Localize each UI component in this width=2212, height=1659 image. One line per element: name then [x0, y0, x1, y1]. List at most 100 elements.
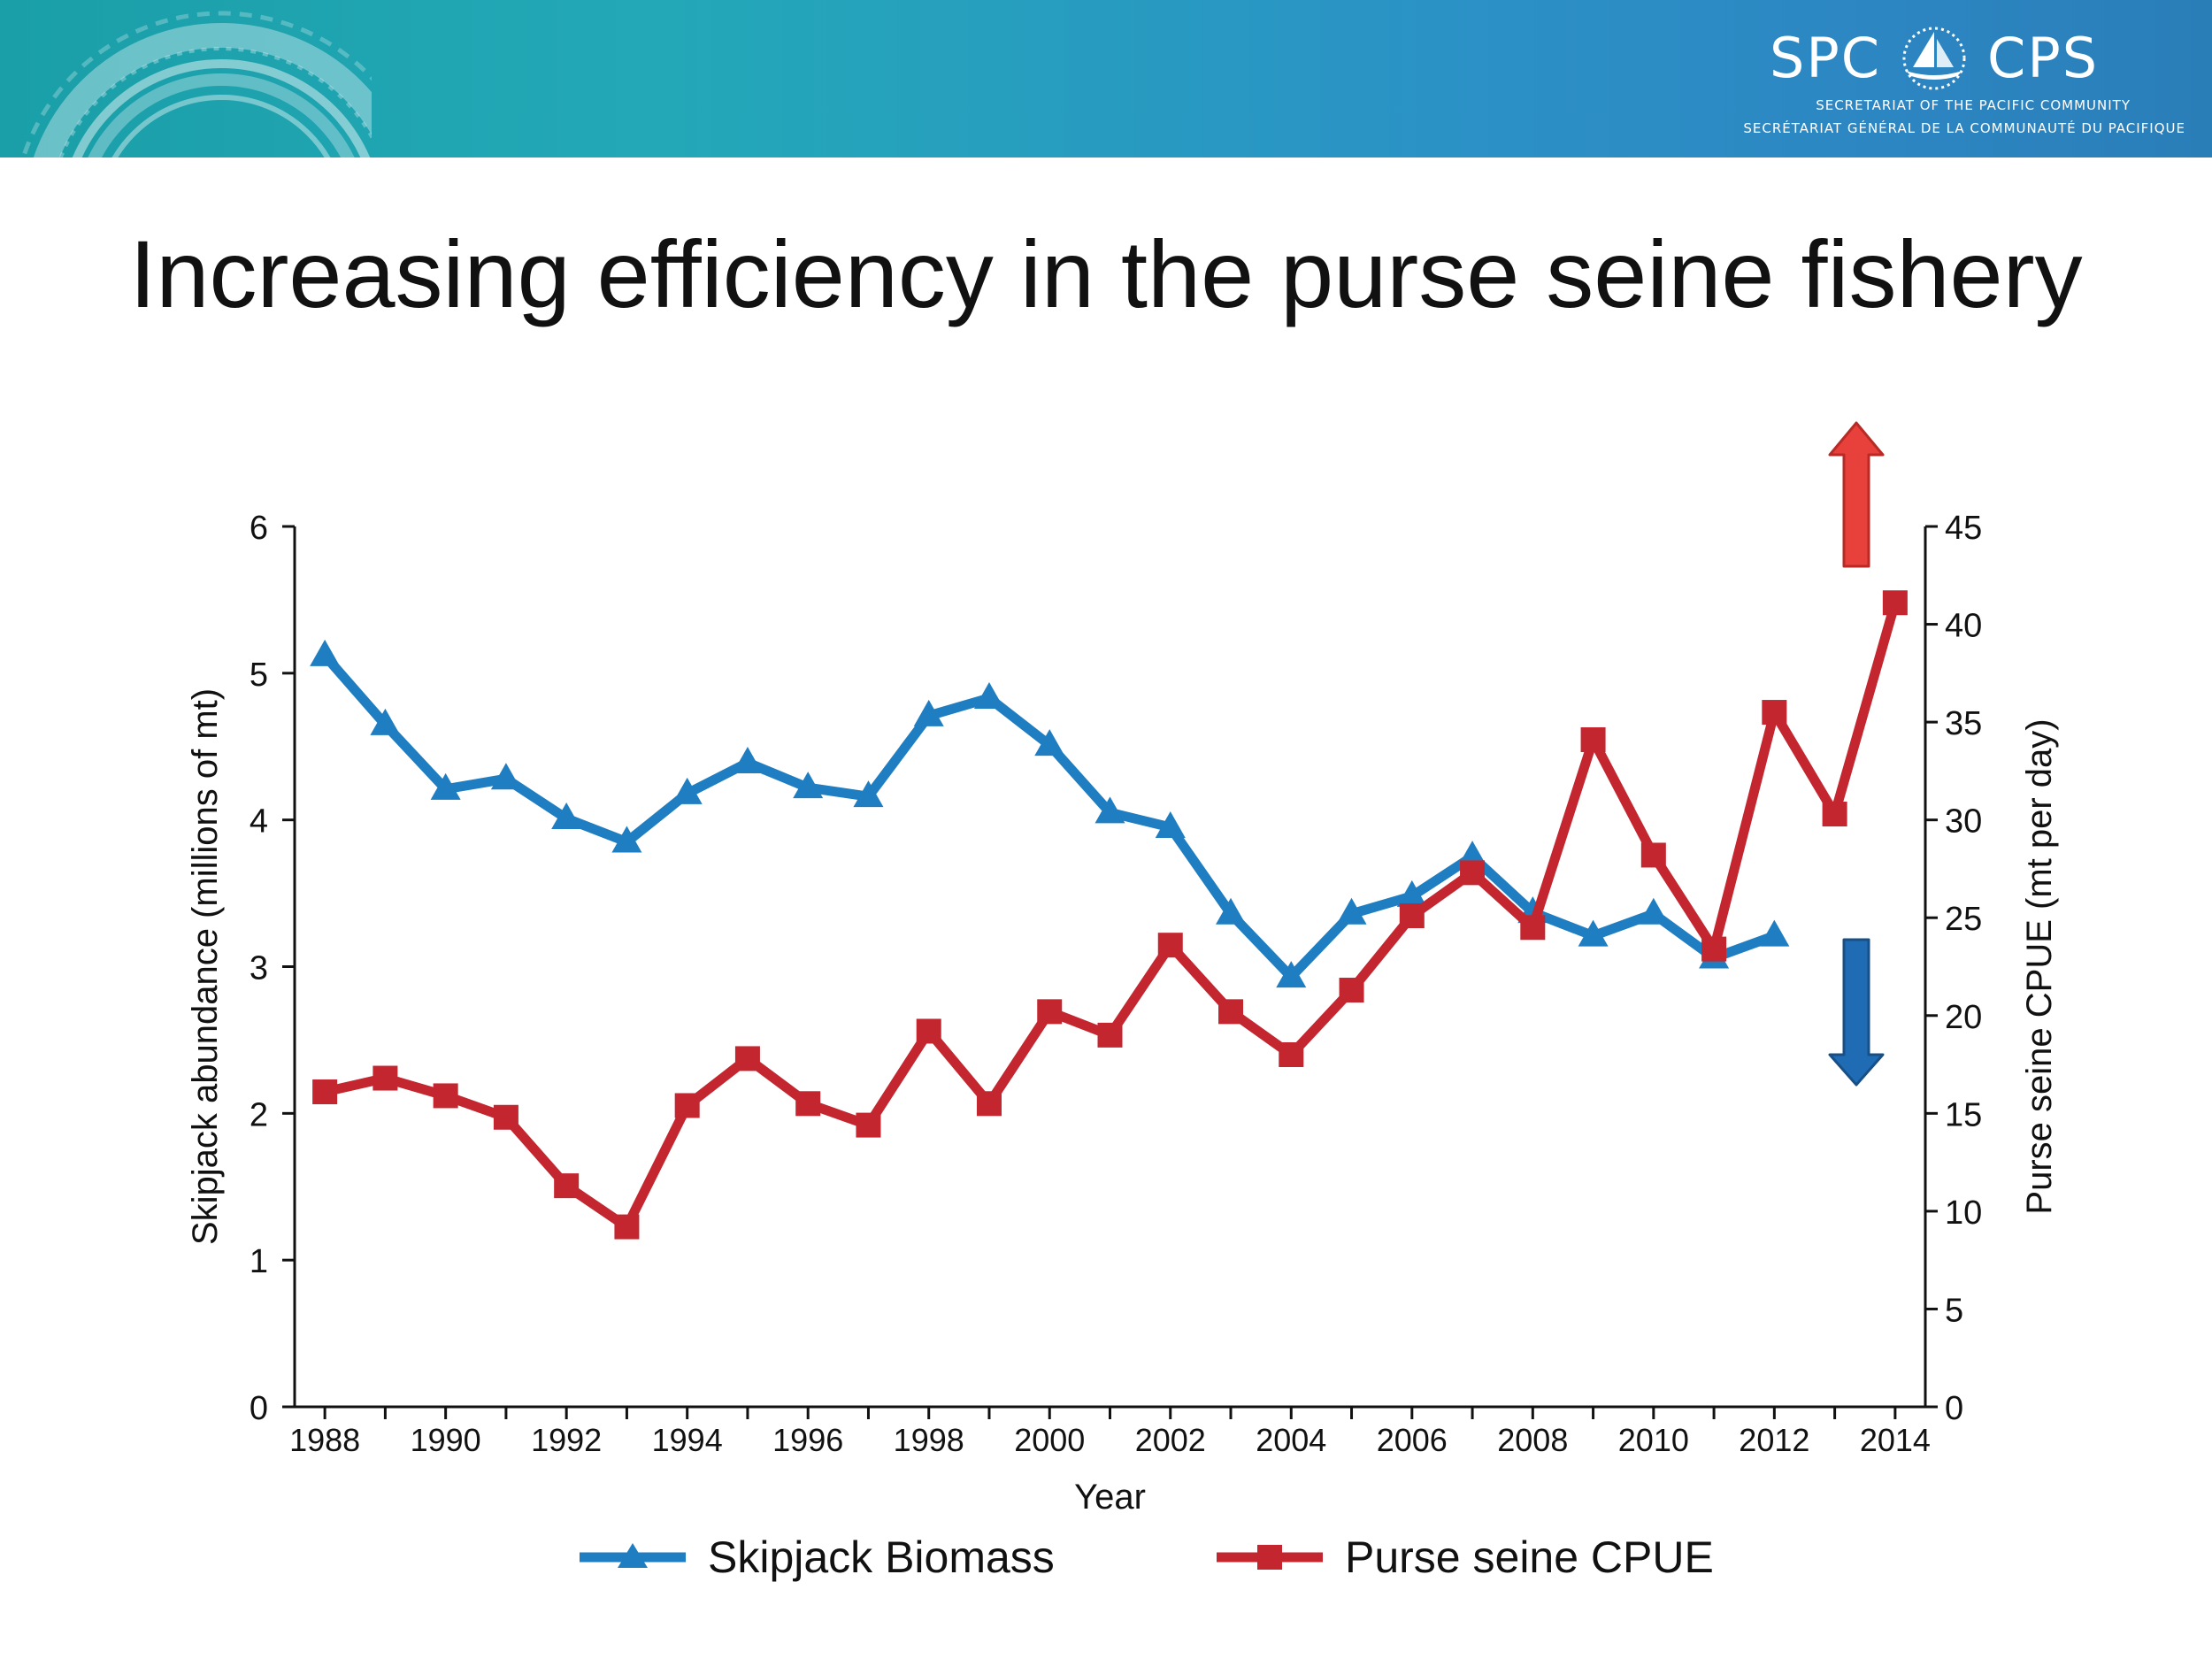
x-tick-label: 2012	[1739, 1422, 1809, 1458]
spc-cps-logo: SPC CPS Secretariat of the Pacific Commu…	[1743, 12, 2185, 145]
biomass-point	[1759, 919, 1790, 947]
biomass-point	[370, 708, 401, 735]
cpue-point	[614, 1214, 640, 1240]
biomass-point	[1155, 810, 1186, 838]
legend-item-skipjack-biomass: Skipjack Biomass	[575, 1531, 1055, 1584]
cpue-point	[493, 1104, 518, 1130]
biomass-point	[1034, 729, 1065, 757]
biomass-point	[1638, 897, 1669, 925]
biomass-point	[551, 803, 582, 830]
logo-english-name: Secretariat of the Pacific Community	[1816, 97, 2131, 113]
cpue-point	[1460, 860, 1486, 886]
y-right-tick-label: 0	[1945, 1390, 1963, 1427]
cpue-point	[1762, 700, 1787, 726]
biomass-point	[1216, 897, 1247, 925]
x-tick-label: 2000	[1014, 1422, 1085, 1458]
red-up-arrow-icon	[1828, 421, 1885, 568]
cpue-point	[373, 1065, 398, 1091]
biomass-point	[1276, 961, 1307, 988]
y-right-tick-label: 30	[1945, 803, 1982, 841]
x-tick-label: 2014	[1860, 1422, 1931, 1458]
cpue-point	[1882, 590, 1908, 616]
biomass-point	[732, 746, 763, 773]
cpue-point	[1218, 999, 1244, 1025]
biomass-point	[973, 682, 1004, 710]
logo-cps-text: CPS	[1987, 26, 2100, 90]
header-banner: SPC CPS Secretariat of the Pacific Commu…	[0, 0, 2212, 157]
y-left-tick-label: 6	[250, 510, 268, 547]
y-axis-right-title: Purse seine CPUE (mt per day)	[2020, 718, 2059, 1214]
cpue-point	[1399, 903, 1425, 929]
y-left-tick-label: 0	[250, 1390, 268, 1427]
x-tick-label: 1990	[411, 1422, 481, 1458]
cpue-point	[1339, 978, 1364, 1003]
y-right-tick-label: 35	[1945, 705, 1982, 742]
blue-down-arrow-icon	[1828, 938, 1885, 1087]
y-left-tick-label: 3	[250, 950, 268, 987]
y-left-tick-label: 1	[250, 1243, 268, 1280]
cpue-point	[433, 1083, 458, 1109]
y-right-tick-label: 25	[1945, 901, 1982, 938]
cpue-point	[312, 1079, 338, 1105]
x-tick-label: 2008	[1497, 1422, 1568, 1458]
cpue-point	[1037, 999, 1063, 1025]
x-tick-label: 1998	[894, 1422, 964, 1458]
y-right-tick-label: 40	[1945, 608, 1982, 645]
y-right-tick-label: 15	[1945, 1096, 1982, 1133]
legend-label-biomass: Skipjack Biomass	[708, 1532, 1055, 1582]
biomass-point	[611, 826, 642, 853]
cpue-point	[1097, 1022, 1123, 1048]
cpue-point	[916, 1018, 941, 1044]
cpue-point	[1640, 842, 1666, 868]
legend-symbol-biomass	[580, 1543, 686, 1568]
cpue-point	[976, 1091, 1002, 1117]
canoe-sail-emblem-icon	[1902, 27, 1966, 90]
cpue-point	[1520, 915, 1546, 941]
x-tick-label: 2006	[1377, 1422, 1448, 1458]
x-axis-title: Year	[1074, 1478, 1146, 1517]
legend-item-purse-seine-cpue: Purse seine CPUE	[1212, 1531, 1714, 1584]
cpue-point	[1701, 936, 1727, 962]
logo-french-name: Secrétariat général de la Communauté du …	[1743, 120, 2185, 136]
cpue-point	[734, 1046, 760, 1071]
biomass-point	[1396, 879, 1427, 907]
y-axis-left-title: Skipjack abundance (millions of mt)	[186, 688, 225, 1245]
biomass-point	[1094, 796, 1125, 824]
y-left-tick-label: 5	[250, 657, 268, 694]
slide-title: Increasing efficiency in the purse seine…	[129, 220, 2083, 327]
cpue-point	[554, 1173, 580, 1199]
y-right-tick-label: 10	[1945, 1194, 1982, 1232]
biomass-point	[490, 763, 521, 790]
cpue-point	[1822, 802, 1847, 827]
x-tick-label: 2010	[1618, 1422, 1689, 1458]
decorative-rings-graphic	[20, 11, 372, 157]
x-tick-label: 1994	[652, 1422, 723, 1458]
x-tick-label: 1992	[531, 1422, 602, 1458]
legend-symbol-cpue	[1217, 1545, 1323, 1570]
cpue-point	[674, 1093, 700, 1118]
biomass-point	[1578, 919, 1609, 947]
legend-label-cpue: Purse seine CPUE	[1345, 1532, 1714, 1582]
biomass-point	[853, 780, 884, 808]
cpue-point	[795, 1091, 821, 1117]
y-right-tick-label: 20	[1945, 999, 1982, 1036]
x-tick-label: 2002	[1135, 1422, 1206, 1458]
x-tick-label: 2004	[1256, 1422, 1326, 1458]
cpue-point	[1279, 1042, 1304, 1067]
biomass-point	[793, 772, 824, 799]
y-right-tick-label: 5	[1945, 1292, 1963, 1329]
biomass-point	[1336, 897, 1367, 925]
cpue-point	[856, 1112, 881, 1138]
biomass-point	[913, 699, 944, 726]
biomass-point	[672, 777, 703, 804]
y-right-tick-label: 45	[1945, 510, 1982, 547]
cpue-point	[1157, 933, 1183, 958]
y-left-tick-label: 2	[250, 1096, 268, 1133]
biomass-point	[310, 639, 341, 666]
biomass-point	[430, 772, 461, 800]
series-line-skipjack-biomass	[320, 652, 1777, 982]
x-tick-label: 1996	[772, 1422, 843, 1458]
y-left-tick-label: 4	[250, 803, 268, 841]
logo-spc-text: SPC	[1770, 26, 1882, 90]
